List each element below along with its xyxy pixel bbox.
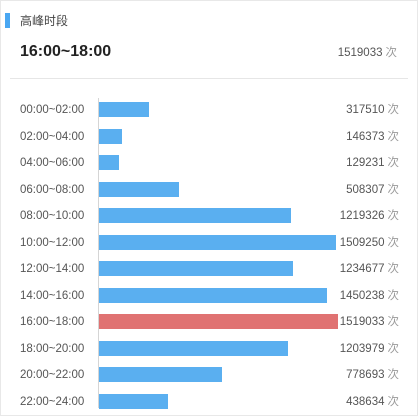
count-number: 1203979 <box>339 342 385 355</box>
count-unit: 次 <box>387 104 400 116</box>
bar-highlight <box>99 314 338 329</box>
time-slot-label: 12:00~14:00 <box>20 263 85 275</box>
peak-count: 1519033 次 <box>338 46 397 60</box>
count-number: 1234677 <box>339 263 385 275</box>
chart-row: 06:00~08:00 508307 次 <box>1 181 419 198</box>
count-number: 1450238 <box>339 289 385 302</box>
count-value: 146373 次 <box>346 130 399 144</box>
time-slot-label: 02:00~04:00 <box>20 130 85 143</box>
bar <box>99 155 119 170</box>
bar <box>99 287 327 303</box>
count-value: 317510 次 <box>346 103 399 117</box>
chart-row: 02:00~04:00 146373 次 <box>1 128 419 145</box>
count-number: 146373 <box>346 130 385 143</box>
count-value: 1450238 次 <box>340 289 399 303</box>
count-number: 438634 <box>346 395 385 408</box>
count-number: 508307 <box>346 183 385 196</box>
section-title: 高峰时段 <box>20 14 69 28</box>
count-unit: 次 <box>387 342 400 355</box>
count-number: 1519033 <box>339 316 385 328</box>
peak-time-range: 16:00~18:00 <box>20 43 112 60</box>
peak-count-unit: 次 <box>385 47 398 59</box>
time-slot-label: 10:00~12:00 <box>20 236 85 249</box>
count-unit: 次 <box>387 236 400 249</box>
chart-row: 00:00~02:00 317510 次 <box>1 102 419 118</box>
count-unit: 次 <box>387 316 400 328</box>
count-value: 1203979 次 <box>340 342 399 356</box>
count-unit: 次 <box>387 395 400 408</box>
time-slot-label: 04:00~06:00 <box>20 157 85 169</box>
peak-count-value: 1519033 <box>337 47 383 59</box>
count-unit: 次 <box>387 183 400 196</box>
count-number: 778693 <box>346 369 385 381</box>
count-number: 317510 <box>346 104 385 116</box>
chart-row: 14:00~16:00 1450238 次 <box>1 287 419 304</box>
section-accent-bar <box>5 13 10 28</box>
bar <box>99 234 336 250</box>
time-slot-label: 18:00~20:00 <box>20 342 85 355</box>
time-slot-label: 08:00~10:00 <box>20 210 85 222</box>
count-value: 778693 次 <box>346 368 399 382</box>
bar <box>99 261 293 276</box>
count-number: 129231 <box>346 157 385 169</box>
bar <box>99 208 291 223</box>
chart-row: 08:00~10:00 1219326 次 <box>1 208 419 224</box>
bar <box>99 128 122 144</box>
time-slot-label: 00:00~02:00 <box>20 104 85 116</box>
chart-row: 04:00~06:00 129231 次 <box>1 155 419 171</box>
count-unit: 次 <box>387 130 400 143</box>
chart-row: 22:00~24:00 438634 次 <box>1 393 419 410</box>
bar <box>99 393 168 409</box>
time-slot-label: 20:00~22:00 <box>20 369 85 381</box>
count-value: 129231 次 <box>346 156 399 170</box>
count-number: 1509250 <box>339 236 385 249</box>
count-value: 1234677 次 <box>340 262 399 276</box>
chart-row: 20:00~22:00 778693 次 <box>1 367 419 383</box>
count-value: 508307 次 <box>346 183 399 197</box>
count-number: 1219326 <box>339 210 385 222</box>
divider <box>10 78 408 79</box>
count-unit: 次 <box>387 263 400 275</box>
chart-row: 10:00~12:00 1509250 次 <box>1 234 419 251</box>
time-slot-label: 14:00~16:00 <box>20 289 85 302</box>
count-unit: 次 <box>387 210 400 222</box>
bar <box>99 340 288 356</box>
count-value: 1219326 次 <box>340 209 399 223</box>
chart-row: 18:00~20:00 1203979 次 <box>1 340 419 357</box>
time-slot-label: 16:00~18:00 <box>20 316 85 328</box>
chart-row: 16:00~18:00 1519033 次 <box>1 314 419 330</box>
bar <box>99 367 222 382</box>
count-value: 438634 次 <box>346 395 399 409</box>
count-value: 1519033 次 <box>340 315 399 329</box>
time-slot-label: 06:00~08:00 <box>20 183 85 196</box>
bar <box>99 102 149 117</box>
chart-axis-line <box>98 98 99 408</box>
count-unit: 次 <box>387 289 400 302</box>
count-unit: 次 <box>387 369 400 381</box>
bar <box>99 181 179 197</box>
time-slot-label: 22:00~24:00 <box>20 395 85 408</box>
count-value: 1509250 次 <box>340 236 399 250</box>
chart-row: 12:00~14:00 1234677 次 <box>1 261 419 277</box>
count-unit: 次 <box>387 157 400 169</box>
